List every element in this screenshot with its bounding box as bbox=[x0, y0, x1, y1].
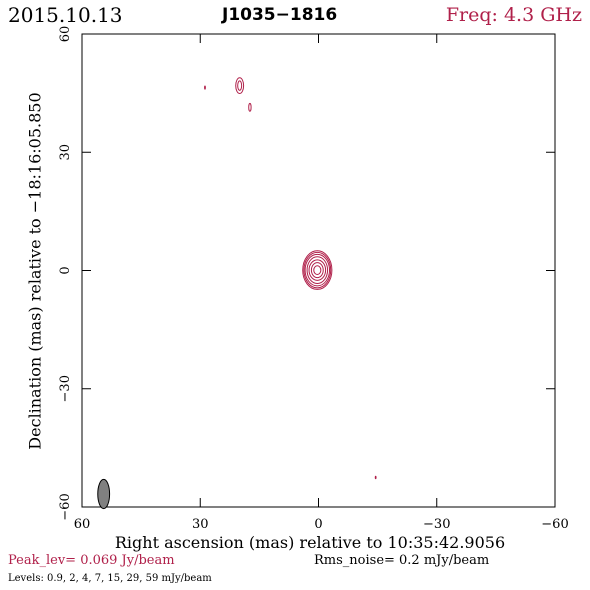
x-axis-label: Right ascension (mas) relative to 10:35:… bbox=[114, 533, 506, 552]
beam-ellipse-group bbox=[97, 478, 111, 510]
x-tick-label: 30 bbox=[192, 517, 209, 532]
y-tick-label: −60 bbox=[58, 493, 73, 520]
plot-frame bbox=[81, 33, 556, 508]
y-tick-label: −30 bbox=[58, 375, 73, 402]
contour-component bbox=[204, 85, 206, 90]
y-axis-label: Declination (mas) relative to −18:16:05.… bbox=[25, 92, 45, 450]
contour-set bbox=[204, 77, 377, 480]
x-tick-label: 60 bbox=[74, 517, 91, 532]
contour-component bbox=[302, 250, 333, 290]
contour-line bbox=[374, 475, 377, 480]
contour-line bbox=[204, 85, 206, 90]
peak-level: Peak_lev= 0.069 Jy/beam bbox=[8, 553, 175, 568]
source-name: J1035−1816 bbox=[222, 5, 338, 25]
contour-component bbox=[374, 475, 377, 480]
contour-line bbox=[235, 77, 245, 95]
contour-line bbox=[304, 253, 331, 287]
frequency-label: Freq: 4.3 GHz bbox=[445, 4, 582, 26]
contour-component bbox=[235, 77, 245, 95]
x-tick-label: −60 bbox=[541, 517, 568, 532]
observation-date: 2015.10.13 bbox=[8, 3, 123, 27]
x-tick-label: 0 bbox=[314, 517, 322, 532]
axis-ticks bbox=[81, 33, 556, 508]
beam-ellipse bbox=[97, 478, 111, 510]
contour-line bbox=[310, 262, 324, 279]
contour-levels: Levels: 0.9, 2, 4, 7, 15, 29, 59 mJy/bea… bbox=[8, 573, 212, 584]
contour-line bbox=[248, 102, 252, 112]
contour-line bbox=[308, 259, 327, 281]
contour-line bbox=[313, 265, 322, 275]
axis-tick-labels: 60 30 0 −30 −60 −60 −30 0 30 60 bbox=[58, 26, 569, 532]
y-tick-label: 30 bbox=[58, 144, 73, 161]
contour-line bbox=[303, 251, 332, 289]
y-tick-label: 60 bbox=[58, 26, 73, 43]
contour-line bbox=[302, 250, 333, 290]
contour-component bbox=[248, 102, 252, 112]
contour-line bbox=[237, 80, 243, 91]
y-tick-label: 0 bbox=[58, 266, 73, 274]
x-tick-label: −30 bbox=[423, 517, 450, 532]
contour-line bbox=[306, 256, 329, 285]
rms-noise: Rms_noise= 0.2 mJy/beam bbox=[314, 553, 490, 568]
